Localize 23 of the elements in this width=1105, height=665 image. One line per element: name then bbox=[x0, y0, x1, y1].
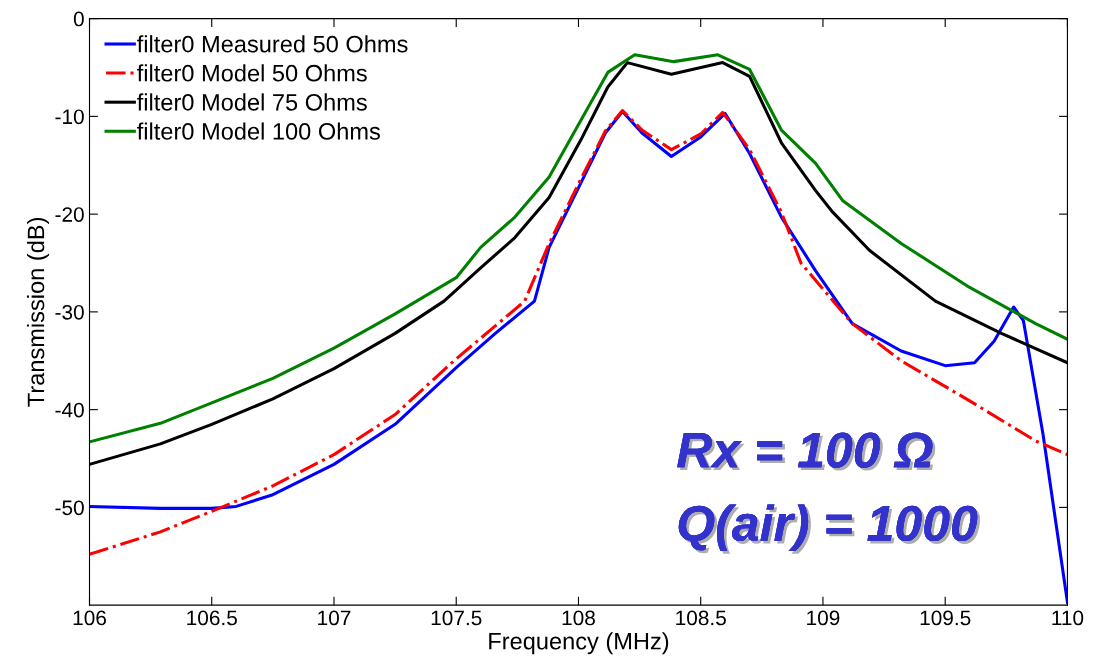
y-tick-label: 0 bbox=[73, 11, 84, 27]
y-tick-label: -10 bbox=[55, 109, 84, 125]
x-tick-label: 107 bbox=[318, 610, 351, 626]
y-tick-label: -40 bbox=[55, 402, 84, 418]
legend-label: filter0 Measured 50 Ohms bbox=[137, 35, 408, 53]
x-axis-title: Frequency (MHz) bbox=[489, 632, 669, 655]
x-tick-label: 108 bbox=[562, 610, 595, 626]
annotation: Q(air) = 1000 bbox=[678, 504, 981, 554]
x-tick-label: 108.5 bbox=[676, 610, 726, 626]
y-tick-label: -50 bbox=[55, 500, 84, 516]
x-tick-label: 110 bbox=[1052, 610, 1084, 626]
legend-label: filter0 Model 75 Ohms bbox=[137, 93, 367, 111]
y-axis-title: Transmission (dB) bbox=[26, 218, 49, 407]
legend-label: filter0 Model 50 Ohms bbox=[137, 64, 367, 82]
legend-label: filter0 Model 100 Ohms bbox=[137, 122, 380, 140]
x-tick-label: 107.5 bbox=[431, 610, 482, 626]
y-tick-label: -30 bbox=[55, 304, 84, 320]
x-tick-label: 109 bbox=[807, 610, 840, 626]
annotation: Rx = 100 Ω bbox=[677, 432, 936, 471]
y-tick-label: -20 bbox=[55, 207, 84, 222]
x-tick-label: 106 bbox=[73, 610, 106, 626]
x-tick-label: 109.5 bbox=[920, 610, 971, 626]
x-tick-label: 106.5 bbox=[187, 610, 237, 626]
